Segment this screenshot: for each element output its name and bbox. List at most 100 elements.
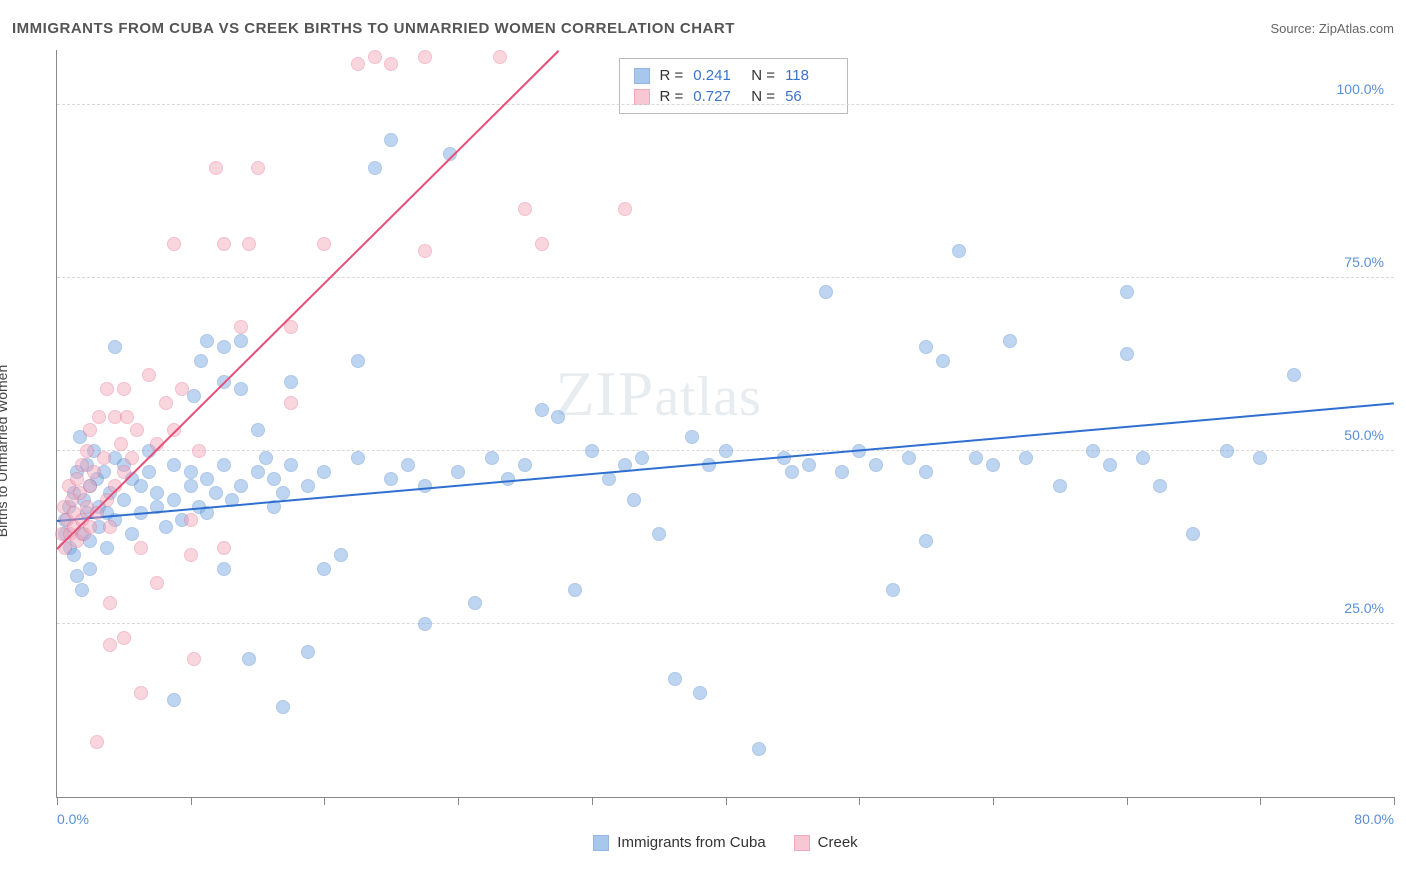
scatter-point — [451, 465, 465, 479]
scatter-point — [1053, 479, 1067, 493]
scatter-point — [100, 541, 114, 555]
scatter-point — [130, 423, 144, 437]
scatter-point — [217, 340, 231, 354]
scatter-point — [384, 472, 398, 486]
scatter-point — [1186, 527, 1200, 541]
scatter-point — [919, 534, 933, 548]
scatter-point — [384, 57, 398, 71]
scatter-point — [92, 410, 106, 424]
scatter-point — [234, 479, 248, 493]
scatter-point — [259, 451, 273, 465]
x-tick — [1260, 797, 1261, 805]
scatter-point — [1003, 334, 1017, 348]
scatter-point — [835, 465, 849, 479]
scatter-point — [192, 444, 206, 458]
scatter-point — [70, 472, 84, 486]
scatter-point — [635, 451, 649, 465]
scatter-point — [184, 479, 198, 493]
x-tick — [1394, 797, 1395, 805]
scatter-point — [919, 340, 933, 354]
scatter-point — [114, 437, 128, 451]
legend-label: Immigrants from Cuba — [617, 834, 765, 851]
scatter-point — [142, 368, 156, 382]
scatter-point — [551, 410, 565, 424]
scatter-point — [317, 237, 331, 251]
x-tick — [191, 797, 192, 805]
scatter-point — [693, 686, 707, 700]
scatter-point — [150, 576, 164, 590]
y-tick-label: 25.0% — [1344, 600, 1384, 616]
scatter-point — [351, 451, 365, 465]
stat-n-label: N = — [751, 67, 775, 84]
scatter-point — [317, 465, 331, 479]
x-tick — [458, 797, 459, 805]
stat-r-label: R = — [660, 88, 684, 105]
scatter-point — [251, 161, 265, 175]
scatter-point — [200, 472, 214, 486]
scatter-point — [493, 50, 507, 64]
stat-n-value: 118 — [785, 67, 833, 84]
scatter-point — [217, 237, 231, 251]
scatter-point — [368, 161, 382, 175]
scatter-point — [802, 458, 816, 472]
scatter-point — [267, 472, 281, 486]
source-citation: Source: ZipAtlas.com — [1270, 21, 1394, 36]
scatter-point — [90, 735, 104, 749]
y-tick-label: 100.0% — [1337, 81, 1384, 97]
scatter-point — [518, 458, 532, 472]
scatter-point — [142, 465, 156, 479]
scatter-point — [103, 596, 117, 610]
scatter-point — [70, 569, 84, 583]
trend-line — [56, 50, 559, 549]
scatter-point — [1136, 451, 1150, 465]
scatter-point — [401, 458, 415, 472]
scatter-point — [602, 472, 616, 486]
scatter-point — [418, 244, 432, 258]
scatter-point — [117, 382, 131, 396]
scatter-point — [125, 527, 139, 541]
scatter-point — [184, 465, 198, 479]
scatter-point — [1086, 444, 1100, 458]
trend-line — [57, 403, 1394, 523]
scatter-point — [187, 652, 201, 666]
scatter-point — [986, 458, 1000, 472]
stats-row: R =0.241N =118 — [634, 65, 834, 86]
legend-swatch — [794, 835, 810, 851]
scatter-point — [150, 486, 164, 500]
scatter-point — [251, 423, 265, 437]
scatter-point — [418, 479, 432, 493]
y-tick-label: 50.0% — [1344, 427, 1384, 443]
source-value: ZipAtlas.com — [1319, 21, 1394, 36]
scatter-point — [134, 686, 148, 700]
stat-n-label: N = — [751, 88, 775, 105]
scatter-point — [184, 548, 198, 562]
x-tick-label: 80.0% — [1354, 811, 1394, 827]
stats-legend-box: R =0.241N =118R =0.727N =56 — [619, 58, 849, 114]
scatter-point — [535, 237, 549, 251]
x-tick — [1127, 797, 1128, 805]
scatter-point — [1220, 444, 1234, 458]
scatter-point — [242, 237, 256, 251]
scatter-point — [83, 520, 97, 534]
scatter-point — [184, 513, 198, 527]
scatter-point — [87, 465, 101, 479]
scatter-point — [301, 645, 315, 659]
scatter-point — [284, 458, 298, 472]
scatter-point — [108, 340, 122, 354]
scatter-point — [167, 493, 181, 507]
chart-container: Births to Unmarried Women ZIPatlas R =0.… — [12, 50, 1394, 852]
scatter-point — [902, 451, 916, 465]
scatter-point — [1019, 451, 1033, 465]
stat-n-value: 56 — [785, 88, 833, 105]
legend-swatch — [634, 68, 650, 84]
scatter-point — [209, 161, 223, 175]
scatter-point — [819, 285, 833, 299]
scatter-point — [585, 444, 599, 458]
scatter-point — [200, 334, 214, 348]
scatter-point — [719, 444, 733, 458]
scatter-point — [83, 479, 97, 493]
x-tick — [592, 797, 593, 805]
scatter-point — [217, 458, 231, 472]
legend-item: Immigrants from Cuba — [593, 834, 765, 851]
x-tick — [726, 797, 727, 805]
